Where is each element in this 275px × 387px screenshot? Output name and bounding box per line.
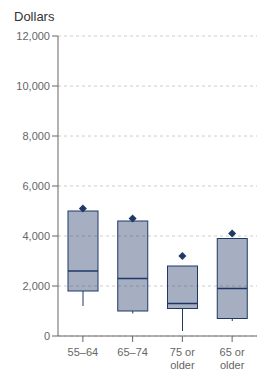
svg-text:6,000: 6,000 [22, 180, 50, 192]
svg-text:4,000: 4,000 [22, 230, 50, 242]
svg-text:8,000: 8,000 [22, 130, 50, 142]
svg-text:75 orolder: 75 orolder [170, 346, 195, 371]
svg-text:2,000: 2,000 [22, 280, 50, 292]
svg-text:55–64: 55–64 [68, 346, 99, 358]
svg-text:0: 0 [44, 330, 50, 342]
html-text:Dollars: Dollars [14, 9, 55, 24]
svg-text:65 orolder: 65 orolder [220, 346, 245, 371]
svg-text:65–74: 65–74 [117, 346, 148, 358]
svg-text:10,000: 10,000 [16, 80, 50, 92]
svg-text:12,000: 12,000 [16, 30, 50, 42]
